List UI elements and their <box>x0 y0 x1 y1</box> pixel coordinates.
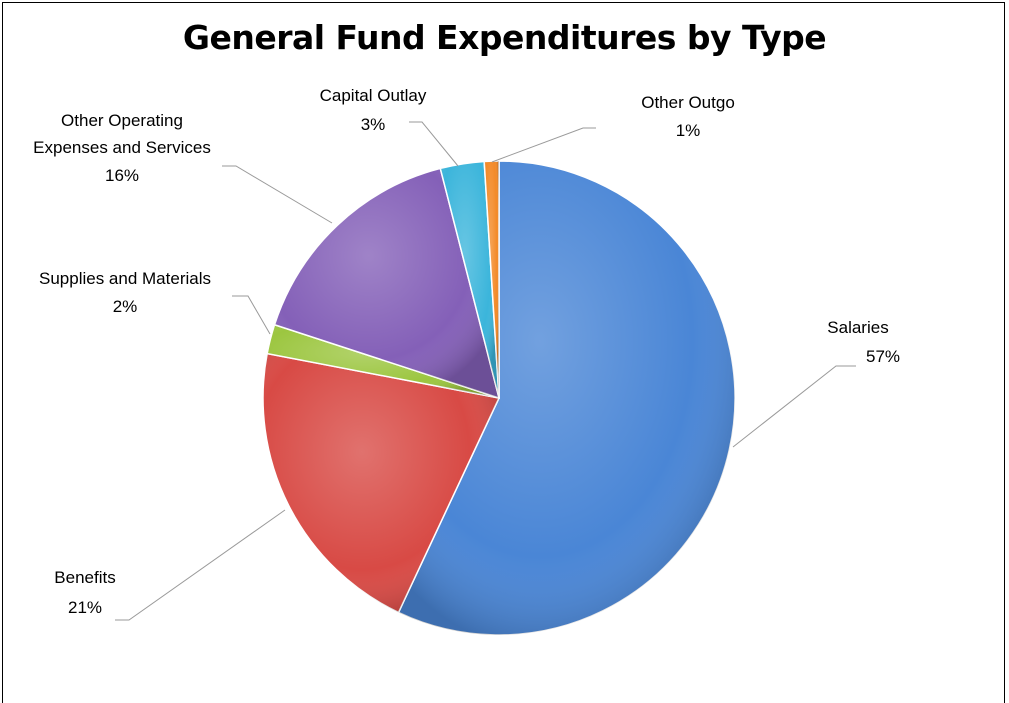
slice-label-percent-other-outgo: 1% <box>676 121 701 140</box>
slice-label-percent-other-operating-expenses-and-services: 16% <box>105 166 139 185</box>
slice-label-percent-benefits: 21% <box>68 598 102 617</box>
pie-slice-shading <box>263 353 499 613</box>
slice-label-name-benefits: Benefits <box>54 568 115 587</box>
leader-line-capital-outlay <box>409 121 459 167</box>
slice-label-name-other-outgo: Other Outgo <box>641 93 735 112</box>
leader-line-salaries <box>732 365 856 448</box>
pie-slice-shading <box>440 161 499 398</box>
slice-label-name-line-other-operating-expenses-and-services: Other Operating <box>61 111 183 130</box>
slice-label-percent-salaries: 57% <box>866 347 900 366</box>
pie-slice-shading <box>398 161 736 635</box>
leader-line-other-operating-expenses-and-services <box>222 165 333 224</box>
slice-label-name-capital-outlay: Capital Outlay <box>320 86 427 105</box>
leader-line-supplies-and-materials <box>232 295 271 335</box>
slice-label-percent-capital-outlay: 3% <box>361 115 386 134</box>
chart-title: General Fund Expenditures by Type <box>182 18 827 57</box>
slice-label-name-line-other-operating-expenses-and-services: Expenses and Services <box>33 138 211 157</box>
pie-slice-shading <box>484 161 499 398</box>
slice-label-name-supplies-and-materials: Supplies and Materials <box>39 269 211 288</box>
slice-label-percent-supplies-and-materials: 2% <box>113 297 138 316</box>
pie-slice-shading <box>274 168 499 398</box>
leader-line-benefits <box>115 509 286 621</box>
slice-label-name-salaries: Salaries <box>827 318 888 337</box>
leader-line-other-outgo <box>491 127 596 163</box>
